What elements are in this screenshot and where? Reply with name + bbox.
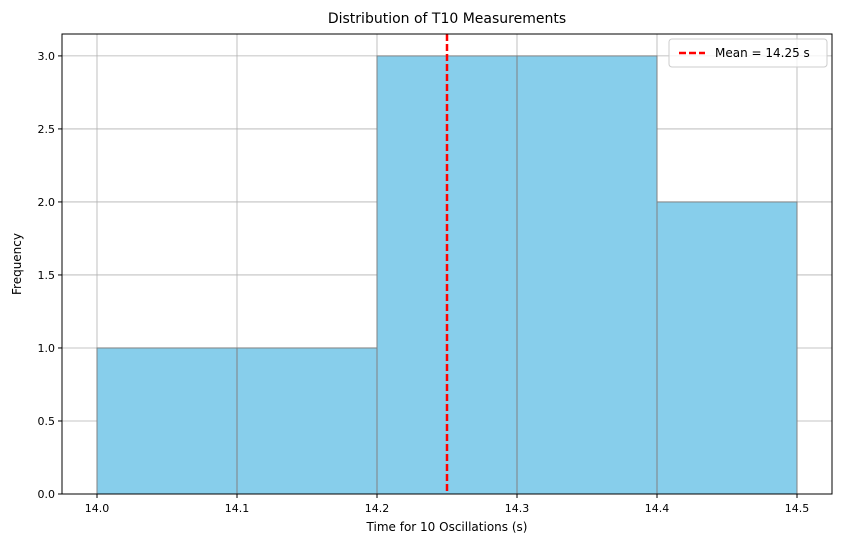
legend-mean-label: Mean = 14.25 s <box>715 46 810 60</box>
x-tick-label-2: 14.2 <box>365 502 390 515</box>
x-tick-label-4: 14.4 <box>645 502 670 515</box>
legend: Mean = 14.25 s <box>668 38 828 68</box>
y-axis-ticks: 0.0 0.5 1.0 1.5 2.0 2.5 3.0 <box>38 50 62 501</box>
x-tick-label-1: 14.1 <box>225 502 250 515</box>
plot-frame <box>61 33 833 495</box>
histogram-bar-3 <box>516 55 658 495</box>
x-tick-label-5: 14.5 <box>785 502 810 515</box>
chart-title: Distribution of T10 Measurements <box>328 11 566 27</box>
histogram-bar-4 <box>656 201 798 495</box>
y-tick-label-0: 0.0 <box>38 488 56 501</box>
x-axis-label: Time for 10 Oscillations (s) <box>366 520 528 534</box>
y-tick-label-6: 3.0 <box>38 50 56 63</box>
histogram-bar-0 <box>96 347 238 495</box>
x-tick-label-3: 14.3 <box>505 502 530 515</box>
y-axis-label: Frequency <box>10 233 24 295</box>
y-tick-label-5: 2.5 <box>38 123 56 136</box>
histogram-bar-1 <box>236 347 378 495</box>
y-tick-label-3: 1.5 <box>38 269 56 282</box>
x-tick-label-0: 14.0 <box>85 502 110 515</box>
y-tick-label-2: 1.0 <box>38 342 56 355</box>
legend-box <box>668 38 828 68</box>
x-axis-ticks: 14.0 14.1 14.2 14.3 14.4 14.5 <box>85 494 810 515</box>
y-tick-label-4: 2.0 <box>38 196 56 209</box>
y-tick-label-1: 0.5 <box>38 415 56 428</box>
